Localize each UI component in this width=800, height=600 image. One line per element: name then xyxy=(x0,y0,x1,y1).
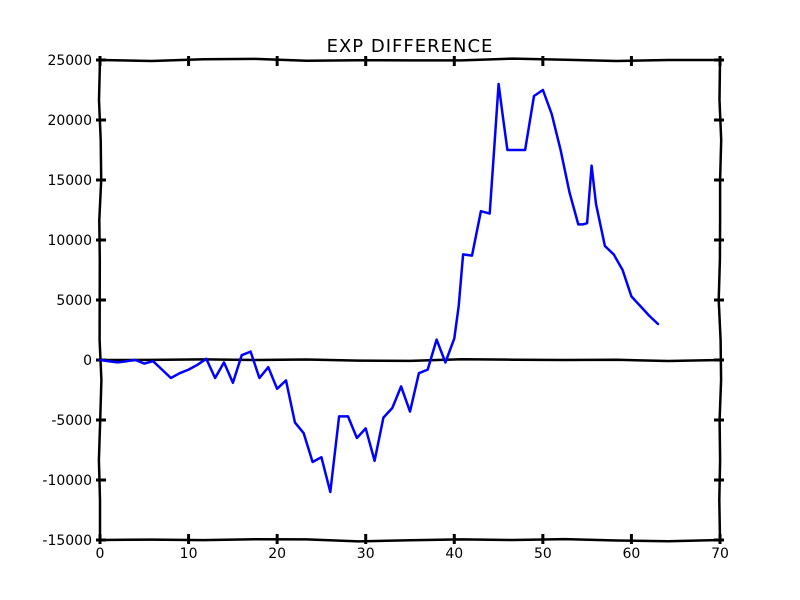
x-tick-label: 10 xyxy=(180,546,198,562)
x-tick-label: 40 xyxy=(445,546,463,562)
chart-title: EXP DIFFERENCE xyxy=(327,36,494,57)
y-tick-label: 20000 xyxy=(47,113,92,129)
x-tick-label: 50 xyxy=(534,546,552,562)
x-tick-label: 20 xyxy=(268,546,286,562)
y-tick-label: -15000 xyxy=(42,533,92,549)
y-tick-label: 15000 xyxy=(47,173,92,189)
zero-line xyxy=(99,357,721,363)
x-tick-label: 70 xyxy=(711,546,729,562)
y-tick-label: 5000 xyxy=(56,293,92,309)
plot-frame-bottom xyxy=(99,537,721,543)
series-line xyxy=(98,82,660,494)
x-tick-label: 30 xyxy=(357,546,375,562)
y-tick-label: -10000 xyxy=(42,473,92,489)
x-tick-label: 0 xyxy=(96,546,105,562)
y-tick-label: -5000 xyxy=(51,413,92,429)
x-tick-label: 60 xyxy=(623,546,641,562)
plot-frame-top xyxy=(99,57,720,63)
y-tick-label: 25000 xyxy=(47,53,92,69)
y-tick-label: 10000 xyxy=(47,233,92,249)
y-tick-label: 0 xyxy=(83,353,92,369)
